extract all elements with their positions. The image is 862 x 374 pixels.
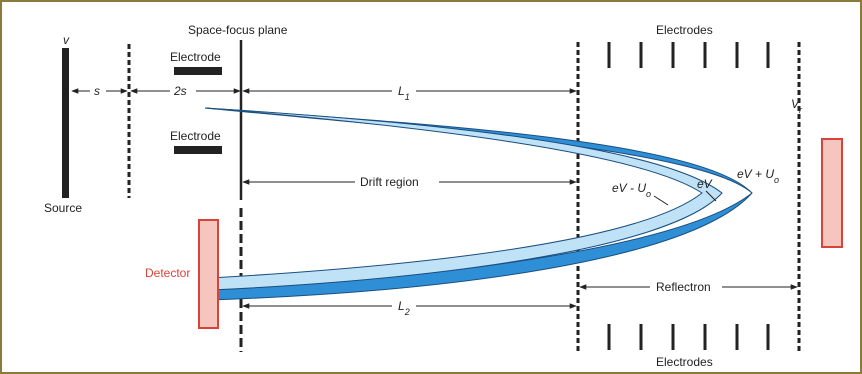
ev-plus-uo-label: eV + Uo <box>737 167 779 185</box>
electrodes-top-label: Electrodes <box>656 23 713 37</box>
l2-label: L2 <box>398 299 410 317</box>
l1-label: L1 <box>398 84 410 102</box>
electrode-bottom <box>174 146 222 154</box>
ev-minus-uo-leader <box>653 195 669 206</box>
space-focus-plane-label: Space-focus plane <box>188 23 288 37</box>
source-plate <box>62 48 69 198</box>
ev-minus-uo-label: eV - Uo <box>612 181 651 199</box>
two-s-label: 2s <box>173 84 187 98</box>
electrodes-bottom-label: Electrodes <box>656 355 713 369</box>
electrode-top-label: Electrode <box>170 50 221 64</box>
reflectron-electrodes-top <box>607 42 770 68</box>
vr-label: Vr <box>791 97 803 115</box>
source-potential-label: v <box>63 33 70 47</box>
reflectron-label: Reflectron <box>656 280 711 294</box>
electrode-bottom-label: Electrode <box>170 129 221 143</box>
reflectron-detector <box>821 138 843 248</box>
s-label: s <box>94 84 100 98</box>
source-label: Source <box>44 201 82 215</box>
ev-leader <box>705 190 717 202</box>
drift-region-label: Drift region <box>360 175 419 189</box>
electrode-top <box>174 67 222 75</box>
detector-label: Detector <box>145 266 190 280</box>
detector <box>198 219 219 329</box>
reflectron-electrodes-bottom <box>607 324 770 350</box>
ev-label: eV <box>697 177 713 191</box>
